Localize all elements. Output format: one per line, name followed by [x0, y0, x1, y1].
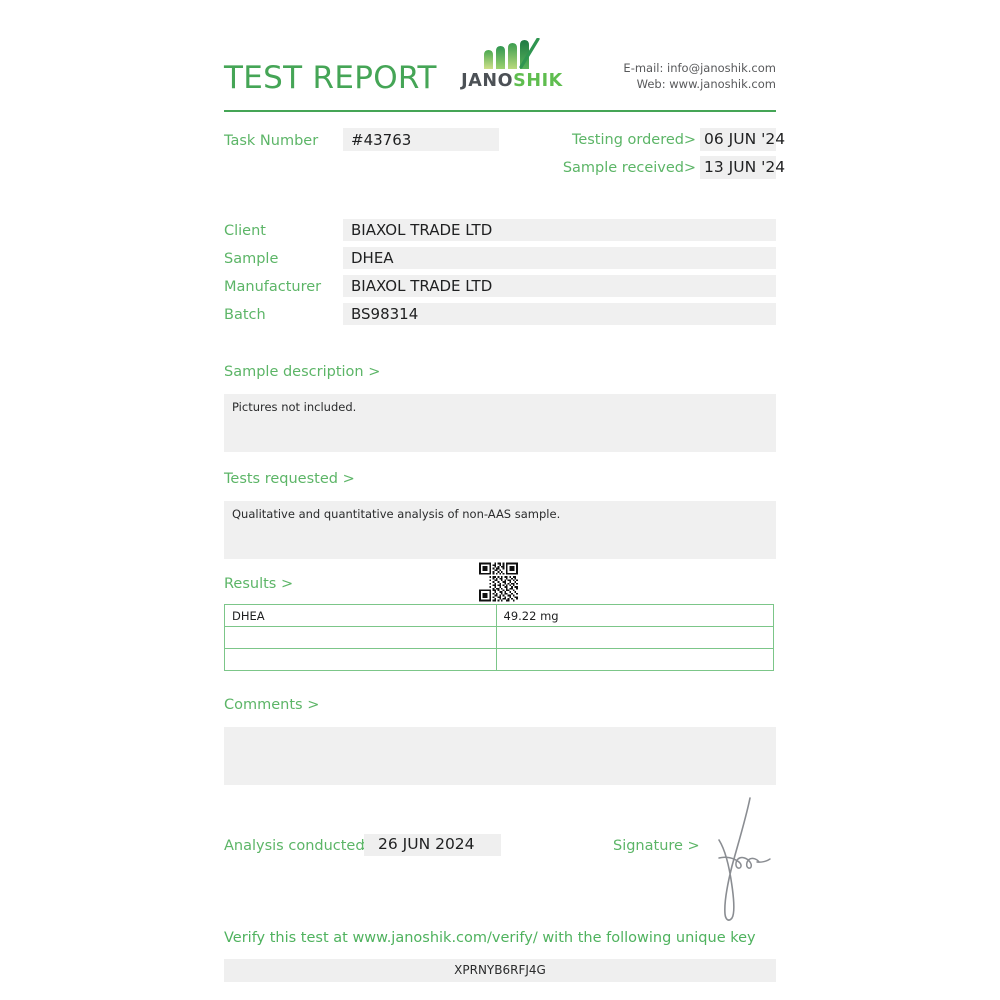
result-amount: 49.22 mg [495, 604, 774, 627]
sample-received-separator: > [683, 160, 696, 176]
results-heading: Results > [224, 576, 294, 592]
analysis-conducted-label: Analysis conducted [224, 838, 365, 854]
sample-received-row: Sample received > 13 JUN '24 [541, 156, 785, 184]
manufacturer-value: BIAXOL TRADE LTD [351, 277, 493, 295]
analysis-conducted-value: 26 JUN 2024 [378, 835, 475, 853]
comments-heading: Comments > [224, 697, 320, 713]
client-field: BIAXOL TRADE LTD [343, 219, 776, 241]
info-row-client: Client BIAXOL TRADE LTD [224, 219, 776, 247]
report-sheet: TEST REPORT [224, 0, 785, 1000]
sample-value: DHEA [351, 249, 394, 267]
results-table: DHEA 49.22 mg [224, 604, 774, 671]
testing-ordered-field: 06 JUN '24 [700, 128, 785, 151]
result-amount [495, 648, 774, 671]
sample-label: Sample [224, 251, 279, 267]
manufacturer-field: BIAXOL TRADE LTD [343, 275, 776, 297]
result-amount [495, 626, 774, 649]
testing-ordered-separator: > [683, 132, 696, 148]
table-row: DHEA 49.22 mg [224, 604, 774, 627]
batch-value: BS98314 [351, 305, 419, 323]
task-number-label: Task Number [224, 133, 319, 149]
brand-wordmark: JANOSHIK [452, 71, 572, 91]
table-row [224, 626, 774, 649]
date-block: Testing ordered > 06 JUN '24 Sample rece… [541, 128, 785, 184]
client-label: Client [224, 223, 266, 239]
sample-info-table: Client BIAXOL TRADE LTD Sample DHEA Manu… [224, 219, 776, 331]
client-value: BIAXOL TRADE LTD [351, 221, 493, 239]
sample-field: DHEA [343, 247, 776, 269]
tests-requested-text: Qualitative and quantitative analysis of… [232, 507, 561, 521]
unique-key-value: XPRNYB6RFJ4G [454, 963, 546, 977]
handwritten-signature [710, 796, 778, 924]
report-header: TEST REPORT [224, 37, 776, 106]
task-row: Task Number #43763 Testing ordered > 06 … [224, 128, 785, 184]
verify-instructions: Verify this test at www.janoshik.com/ver… [224, 930, 756, 946]
info-row-sample: Sample DHEA [224, 247, 776, 275]
contact-email: E-mail: info@janoshik.com [623, 61, 776, 75]
testing-ordered-value: 06 JUN '24 [704, 130, 786, 148]
sample-description-heading: Sample description > [224, 364, 381, 380]
batch-field: BS98314 [343, 303, 776, 325]
testing-ordered-label: Testing ordered [571, 132, 684, 148]
contact-info: E-mail: info@janoshik.com Web: www.janos… [623, 60, 776, 92]
result-analyte: DHEA [224, 604, 497, 627]
sample-description-box: Pictures not included. [224, 394, 776, 452]
task-number-value: #43763 [351, 131, 412, 149]
result-analyte [224, 648, 497, 671]
qr-code-icon [476, 561, 521, 603]
result-analyte [224, 626, 497, 649]
brand-wordmark-part2: SHIK [513, 71, 563, 91]
task-number-field: #43763 [343, 128, 499, 151]
batch-label: Batch [224, 307, 266, 323]
tests-requested-heading: Tests requested > [224, 471, 355, 487]
header-divider [224, 110, 776, 112]
sample-received-field: 13 JUN '24 [700, 156, 785, 179]
testing-ordered-row: Testing ordered > 06 JUN '24 [541, 128, 785, 156]
brand-wordmark-part1: JANO [461, 71, 514, 91]
manufacturer-label: Manufacturer [224, 279, 322, 295]
brand-logo: JANOSHIK [452, 37, 572, 100]
table-row [224, 648, 774, 671]
analysis-conducted-field: 26 JUN 2024 [364, 834, 501, 856]
contact-web: Web: www.janoshik.com [636, 77, 776, 91]
sample-received-value: 13 JUN '24 [704, 158, 786, 176]
sample-received-label: Sample received [562, 160, 684, 176]
bar-chart-growth-icon [480, 37, 542, 70]
info-row-manufacturer: Manufacturer BIAXOL TRADE LTD [224, 275, 776, 303]
sample-description-text: Pictures not included. [232, 400, 357, 414]
page-title: TEST REPORT [224, 60, 437, 96]
unique-key-field: XPRNYB6RFJ4G [224, 959, 776, 982]
comments-box [224, 727, 776, 785]
tests-requested-box: Qualitative and quantitative analysis of… [224, 501, 776, 559]
signature-label: Signature > [613, 838, 700, 854]
info-row-batch: Batch BS98314 [224, 303, 776, 331]
